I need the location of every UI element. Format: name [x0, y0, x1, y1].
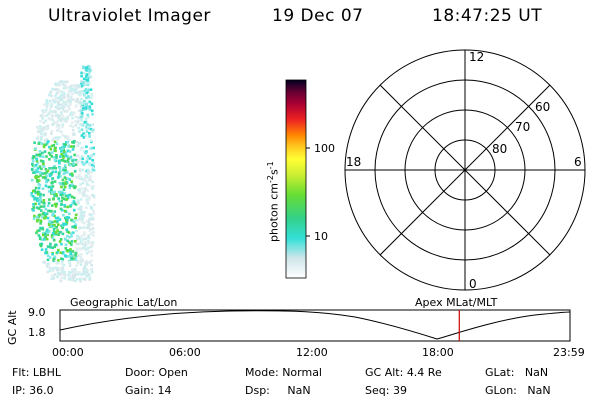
colorbar-label-100: 100 [314, 142, 335, 155]
time-tick-6: 06:00 [169, 346, 201, 359]
time-label: 18:47:25 UT [432, 6, 543, 26]
lat-label-80: 80 [492, 142, 507, 156]
instrument-title: Ultraviolet Imager [48, 6, 211, 26]
altitude-curve [59, 310, 571, 340]
altitude-plot [59, 309, 571, 342]
mode-info: Mode: Normal [245, 366, 322, 379]
ip-info: IP: 36.0 [12, 384, 54, 397]
dsp-info: Dsp: NaN [245, 384, 311, 397]
mlt-label-0: 0 [469, 277, 477, 291]
colorbar-scale [285, 79, 307, 279]
colorbar-unit-label: photon cm-2s-1 [266, 161, 281, 242]
glon-info: GLon: NaN [485, 384, 551, 397]
polar-grid: 12 0 18 6 60 70 80 [344, 49, 586, 291]
lat-label-70: 70 [515, 120, 530, 134]
glat-info: GLat: NaN [485, 366, 549, 379]
apex-title: Apex MLat/MLT [415, 296, 498, 309]
meridian-diag-2 [379, 84, 551, 256]
time-tick-0: 00:00 [52, 346, 84, 359]
colorbar-label-10: 10 [314, 230, 328, 243]
mlt-label-6: 6 [574, 155, 582, 169]
lat-label-60: 60 [535, 100, 550, 114]
gain-info: Gain: 14 [125, 384, 172, 397]
mlt-label-12: 12 [469, 50, 484, 64]
filter-info: Flt: LBHL [12, 366, 61, 379]
altitude-axis-label: GC Alt [6, 310, 19, 345]
auroral-image [30, 65, 96, 283]
geographic-title: Geographic Lat/Lon [70, 296, 178, 309]
time-tick-2359: 23:59 [553, 346, 585, 359]
time-tick-12: 12:00 [296, 346, 328, 359]
date-label: 19 Dec 07 [272, 6, 364, 26]
altitude-tick-bottom: 1.8 [28, 326, 46, 339]
gc-alt-info: GC Alt: 4.4 Re [365, 366, 442, 379]
altitude-tick-top: 9.0 [28, 306, 46, 319]
colorbar [285, 79, 310, 279]
time-tick-18: 18:00 [422, 346, 454, 359]
seq-info: Seq: 39 [365, 384, 407, 397]
altitude-plot-frame [59, 309, 571, 342]
mlt-label-18: 18 [346, 155, 361, 169]
door-info: Door: Open [125, 366, 188, 379]
